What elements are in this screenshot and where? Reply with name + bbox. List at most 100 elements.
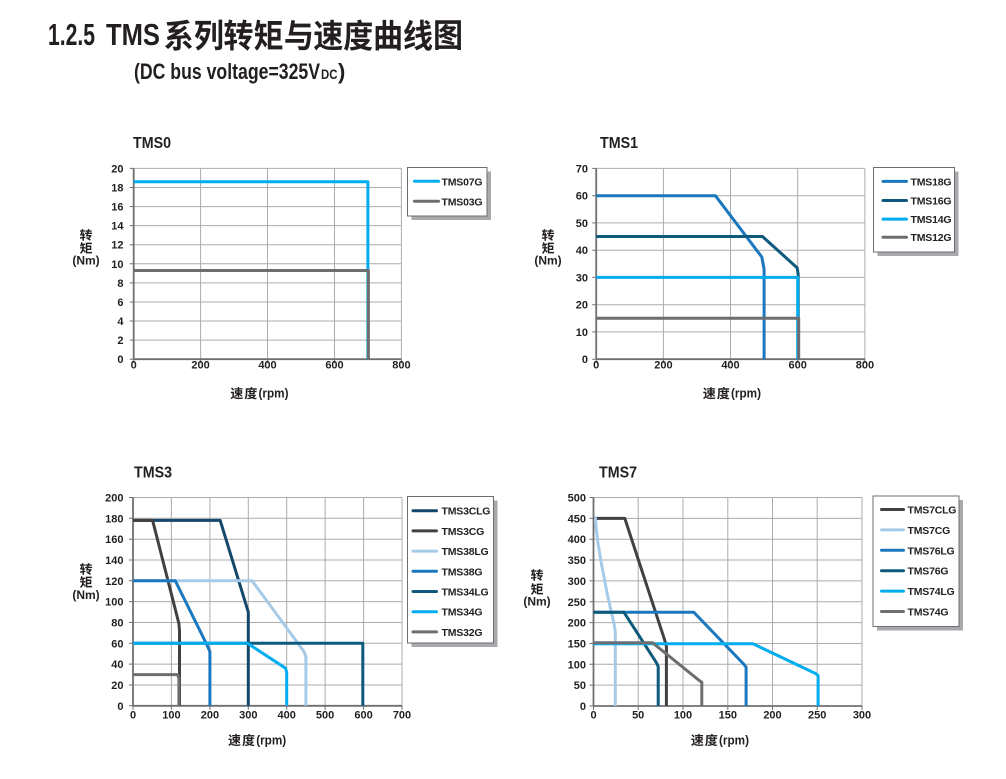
svg-text:80: 80 xyxy=(111,618,123,630)
svg-text:600: 600 xyxy=(789,360,807,372)
svg-text:0: 0 xyxy=(117,701,123,713)
svg-text:16: 16 xyxy=(111,202,123,214)
svg-text:TMS3: TMS3 xyxy=(134,465,172,482)
svg-text:(rpm): (rpm) xyxy=(731,387,761,401)
svg-text:50: 50 xyxy=(576,218,588,230)
svg-text:250: 250 xyxy=(568,597,586,609)
svg-text:10: 10 xyxy=(111,259,123,271)
svg-text:18: 18 xyxy=(111,183,123,195)
svg-text:TMS34LG: TMS34LG xyxy=(442,587,489,599)
svg-text:TMS38LG: TMS38LG xyxy=(442,546,489,558)
svg-text:0: 0 xyxy=(590,710,596,722)
svg-text:TMS12G: TMS12G xyxy=(911,232,952,244)
svg-text:TMS74G: TMS74G xyxy=(908,607,949,619)
svg-text:TMS1: TMS1 xyxy=(600,135,638,152)
svg-text:TMS18G: TMS18G xyxy=(911,176,952,188)
svg-text:14: 14 xyxy=(111,221,124,233)
svg-text:0: 0 xyxy=(582,354,588,366)
svg-text:300: 300 xyxy=(568,576,586,588)
svg-text:(Nm): (Nm) xyxy=(72,588,99,602)
svg-text:250: 250 xyxy=(808,710,826,722)
svg-text:100: 100 xyxy=(105,597,123,609)
svg-text:TMS7CG: TMS7CG xyxy=(908,525,951,537)
svg-text:120: 120 xyxy=(105,576,123,588)
svg-text:100: 100 xyxy=(162,710,180,722)
svg-text:40: 40 xyxy=(576,245,588,257)
svg-text:2: 2 xyxy=(117,335,123,347)
svg-text:0: 0 xyxy=(130,710,136,722)
svg-text:700: 700 xyxy=(393,710,411,722)
svg-text:TMS76LG: TMS76LG xyxy=(908,545,955,557)
svg-text:6: 6 xyxy=(117,297,123,309)
svg-text:200: 200 xyxy=(191,360,209,372)
svg-text:20: 20 xyxy=(576,300,588,312)
svg-text:(rpm): (rpm) xyxy=(256,733,286,747)
svg-text:100: 100 xyxy=(568,659,586,671)
svg-text:): ) xyxy=(338,59,345,84)
svg-text:TMS16G: TMS16G xyxy=(911,196,952,208)
svg-text:TMS76G: TMS76G xyxy=(908,566,949,578)
svg-text:TMS3CLG: TMS3CLG xyxy=(442,506,491,518)
svg-text:200: 200 xyxy=(105,493,123,505)
svg-text:1.2.5: 1.2.5 xyxy=(48,17,95,52)
svg-text:160: 160 xyxy=(105,534,123,546)
svg-text:400: 400 xyxy=(721,360,739,372)
svg-text:(Nm): (Nm) xyxy=(72,254,99,268)
svg-text:500: 500 xyxy=(316,710,334,722)
svg-text:TMS0: TMS0 xyxy=(133,135,171,152)
svg-text:400: 400 xyxy=(258,360,276,372)
svg-text:4: 4 xyxy=(117,316,124,328)
svg-text:20: 20 xyxy=(111,163,123,175)
svg-text:TMS38G: TMS38G xyxy=(442,566,483,578)
svg-text:TMS7CLG: TMS7CLG xyxy=(908,505,957,517)
svg-text:150: 150 xyxy=(719,710,737,722)
svg-text:TMS03G: TMS03G xyxy=(442,196,483,208)
svg-text:12: 12 xyxy=(111,240,123,252)
svg-text:150: 150 xyxy=(568,639,586,651)
svg-text:600: 600 xyxy=(354,710,372,722)
svg-text:0: 0 xyxy=(131,360,137,372)
svg-text:(Nm): (Nm) xyxy=(534,254,561,268)
svg-text:800: 800 xyxy=(392,360,410,372)
svg-text:50: 50 xyxy=(574,680,586,692)
svg-text:60: 60 xyxy=(111,638,123,650)
svg-text:600: 600 xyxy=(325,360,343,372)
svg-text:TMS7: TMS7 xyxy=(599,465,637,482)
svg-text:500: 500 xyxy=(568,493,586,505)
svg-text:8: 8 xyxy=(117,278,123,290)
svg-text:350: 350 xyxy=(568,555,586,567)
svg-text:TMS07G: TMS07G xyxy=(442,176,483,188)
svg-text:450: 450 xyxy=(568,513,586,525)
svg-text:200: 200 xyxy=(654,360,672,372)
svg-text:20: 20 xyxy=(111,680,123,692)
svg-text:0: 0 xyxy=(593,360,599,372)
svg-text:50: 50 xyxy=(632,710,644,722)
svg-text:140: 140 xyxy=(105,555,123,567)
svg-text:400: 400 xyxy=(278,710,296,722)
svg-text:TMS3CG: TMS3CG xyxy=(442,526,485,538)
svg-text:(rpm): (rpm) xyxy=(259,387,289,401)
svg-text:70: 70 xyxy=(576,163,588,175)
svg-text:100: 100 xyxy=(674,710,692,722)
svg-text:800: 800 xyxy=(856,360,874,372)
svg-text:TMS32G: TMS32G xyxy=(442,627,483,639)
svg-text:TMS: TMS xyxy=(106,17,160,52)
svg-text:400: 400 xyxy=(568,534,586,546)
svg-text:200: 200 xyxy=(568,618,586,630)
svg-text:(Nm): (Nm) xyxy=(523,595,550,609)
svg-text:200: 200 xyxy=(201,710,219,722)
svg-text:300: 300 xyxy=(853,710,871,722)
svg-text:40: 40 xyxy=(111,659,123,671)
svg-text:0: 0 xyxy=(580,701,586,713)
svg-text:180: 180 xyxy=(105,513,123,525)
svg-text:(DC bus voltage=325V: (DC bus voltage=325V xyxy=(134,59,320,84)
svg-text:DC: DC xyxy=(321,66,338,82)
svg-text:60: 60 xyxy=(576,191,588,203)
svg-text:10: 10 xyxy=(576,327,588,339)
svg-text:TMS14G: TMS14G xyxy=(911,214,952,226)
svg-text:30: 30 xyxy=(576,272,588,284)
svg-text:(rpm): (rpm) xyxy=(719,733,749,747)
svg-text:TMS74LG: TMS74LG xyxy=(908,586,955,598)
svg-text:300: 300 xyxy=(239,710,257,722)
svg-text:TMS34G: TMS34G xyxy=(442,607,483,619)
